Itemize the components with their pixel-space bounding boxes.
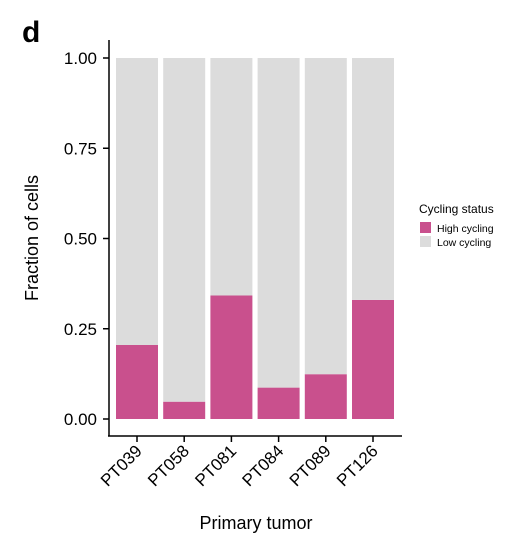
y-tick-label: 0.75 bbox=[64, 139, 97, 158]
legend-swatch-high-cycling bbox=[420, 222, 431, 233]
x-tick-label: PT089 bbox=[286, 441, 335, 490]
bar-low-cycling-pt081 bbox=[210, 58, 253, 296]
y-tick-label: 1.00 bbox=[64, 49, 97, 68]
y-tick-label: 0.25 bbox=[64, 320, 97, 339]
bar-low-cycling-pt126 bbox=[352, 58, 394, 300]
x-tick-label: PT081 bbox=[191, 441, 240, 490]
y-tick-label: 0.00 bbox=[64, 410, 97, 429]
bar-low-cycling-pt084 bbox=[257, 58, 300, 388]
bars-group bbox=[116, 58, 394, 419]
x-tick-label: PT058 bbox=[144, 441, 193, 490]
legend: Cycling status High cycling Low cycling bbox=[419, 202, 494, 249]
bar-high-cycling-pt081 bbox=[210, 295, 253, 419]
legend-label-low-cycling: Low cycling bbox=[437, 237, 491, 249]
bar-high-cycling-pt058 bbox=[163, 401, 206, 419]
x-tick-label: PT084 bbox=[239, 441, 288, 490]
bar-low-cycling-pt089 bbox=[304, 58, 347, 375]
x-axis-title: Primary tumor bbox=[199, 513, 312, 533]
legend-swatch-low-cycling bbox=[420, 236, 431, 247]
bar-low-cycling-pt039 bbox=[116, 58, 158, 345]
legend-label-high-cycling: High cycling bbox=[437, 223, 494, 235]
x-tick-label: PT126 bbox=[333, 441, 382, 490]
bar-low-cycling-pt058 bbox=[163, 58, 206, 402]
y-axis-title: Fraction of cells bbox=[22, 175, 42, 301]
bar-high-cycling-pt039 bbox=[116, 345, 158, 419]
y-ticks-group: 0.00 0.25 0.50 0.75 1.00 bbox=[64, 49, 109, 429]
x-tick-label: PT039 bbox=[97, 441, 146, 490]
panel-label: d bbox=[22, 16, 40, 49]
bar-high-cycling-pt126 bbox=[352, 299, 394, 419]
bar-high-cycling-pt089 bbox=[304, 374, 347, 419]
legend-title: Cycling status bbox=[419, 202, 494, 216]
bar-high-cycling-pt084 bbox=[257, 387, 300, 419]
y-tick-label: 0.50 bbox=[64, 230, 97, 249]
